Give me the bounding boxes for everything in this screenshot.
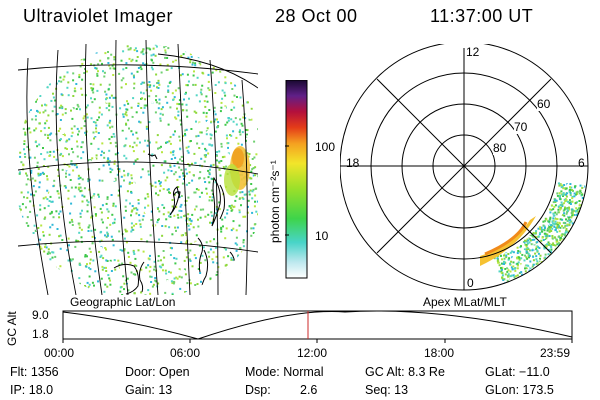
altitude-timeline	[62, 310, 573, 343]
mlt-label-right: 6	[578, 156, 585, 170]
header-time: 11:37:00 UT	[430, 6, 534, 26]
xtick-2359: 23:59	[540, 346, 571, 360]
info-glon: GLon: 173.5	[485, 383, 554, 397]
info-dsp-label: Dsp:	[245, 383, 271, 397]
polar-speckle-field	[493, 181, 588, 286]
uv-speckle-field	[18, 44, 258, 295]
geographic-image-panel	[18, 40, 258, 295]
altitude-ylabel: GC Alt	[5, 311, 19, 346]
geographic-caption: Geographic Lat/Lon	[70, 295, 176, 309]
xtick-0000: 00:00	[44, 346, 75, 360]
info-flt: Flt: 1356	[10, 365, 59, 379]
xtick-1800: 18:00	[424, 346, 455, 360]
apex-caption: Apex MLat/MLT	[423, 295, 507, 309]
colorbar-tick-10: 10	[315, 229, 329, 243]
info-mode: Mode: Normal	[245, 365, 324, 379]
info-gain: Gain: 13	[125, 383, 173, 397]
info-gcalt: GC Alt: 8.3 Re	[365, 365, 445, 379]
info-seq: Seq: 13	[365, 383, 409, 397]
colorbar-unit-label: photon cm⁻²s⁻¹	[268, 160, 282, 243]
mlat-label-80: 80	[493, 141, 507, 155]
info-dsp-value: 2.6	[300, 383, 318, 397]
color-bar	[285, 80, 308, 279]
info-glat: GLat: −11.0	[485, 365, 550, 379]
info-ip: IP: 18.0	[10, 383, 54, 397]
header-date: 28 Oct 00	[275, 6, 358, 26]
info-door: Door: Open	[125, 365, 190, 379]
polar-mlat-mlt-panel	[340, 44, 589, 291]
app-title: Ultraviolet Imager	[23, 6, 174, 26]
mlt-label-bottom: 0	[467, 276, 474, 290]
altitude-ytick-top: 9.0	[32, 308, 49, 322]
mlt-label-top: 12	[466, 45, 480, 59]
mlat-label-70: 70	[514, 120, 528, 134]
mlat-label-60: 60	[537, 97, 551, 111]
xtick-1200: 12:00	[297, 346, 328, 360]
xtick-0600: 06:00	[170, 346, 201, 360]
altitude-ytick-bottom: 1.8	[32, 327, 49, 341]
colorbar-tick-100: 100	[315, 140, 336, 154]
mlt-label-left: 18	[346, 156, 360, 170]
